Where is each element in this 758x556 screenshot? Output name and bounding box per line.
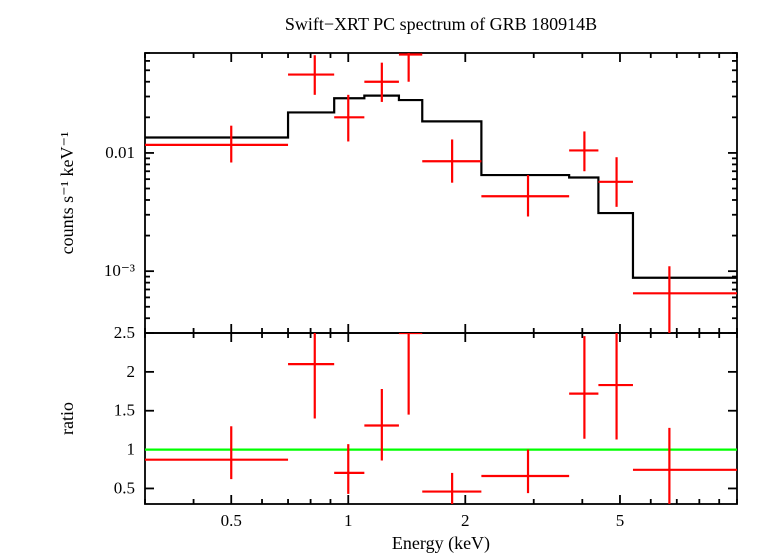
- chart-container: Swift−XRT PC spectrum of GRB 180914B 0.5 1…: [0, 0, 758, 556]
- y-tick-label-top: 10⁻³: [104, 261, 135, 280]
- x-tick-label: 5: [616, 511, 625, 530]
- y-axis-label-bottom: ratio: [57, 402, 77, 435]
- y-tick-label-bottom: 2.5: [114, 323, 135, 342]
- y-tick-label-bottom: 2: [127, 362, 136, 381]
- x-tick-label: 0.5: [221, 511, 242, 530]
- x-tick-label: 2: [461, 511, 470, 530]
- y-axis-label-top: counts s⁻¹ keV⁻¹: [57, 132, 77, 255]
- y-tick-label-top: 0.01: [105, 143, 135, 162]
- y-tick-label-bottom: 1.5: [114, 401, 135, 420]
- x-tick-label: 1: [344, 511, 353, 530]
- y-tick-label-bottom: 0.5: [114, 478, 135, 497]
- chart-title: Swift−XRT PC spectrum of GRB 180914B: [285, 14, 597, 34]
- x-axis-label: Energy (keV): [392, 533, 490, 554]
- y-tick-label-bottom: 1: [127, 440, 136, 459]
- spectrum-chart: Swift−XRT PC spectrum of GRB 180914B 0.5 1…: [0, 0, 758, 556]
